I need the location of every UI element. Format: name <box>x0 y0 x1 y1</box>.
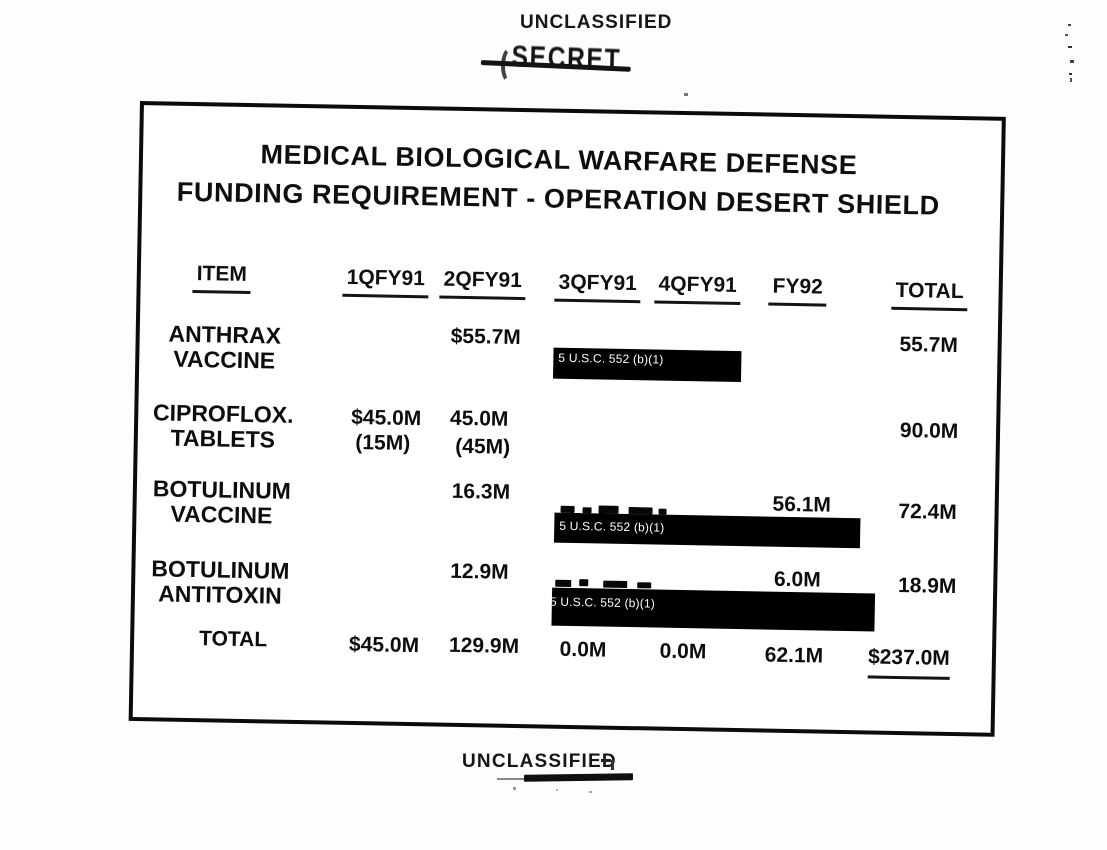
cell-ciproflox-2qfy91-sub: (45M) <box>455 434 511 459</box>
scan-speck <box>684 93 688 96</box>
redaction-statute-label: 5 U.S.C. 552 (b)(1) <box>558 350 664 367</box>
scan-speck <box>1068 46 1072 48</box>
row-label-line1: BOTULINUM <box>151 555 290 584</box>
row-label-line2: ANTITOXIN <box>157 580 282 609</box>
total-row-2qfy91: 129.9M <box>448 633 520 659</box>
cell-botvaccine-total: 72.4M <box>898 499 957 525</box>
secret-stamp: SECRET <box>480 40 658 85</box>
cell-anthrax-2qfy91: $55.7M <box>450 324 521 350</box>
stamp-artifact <box>497 778 525 780</box>
redaction-statute-label: 5 U.S.C. 552 (b)(1) <box>551 594 656 611</box>
scan-speck <box>1065 34 1068 36</box>
cell-botantitoxin-total: 18.9M <box>897 573 957 599</box>
top-classification-banner: UNCLASSIFIED <box>520 12 673 33</box>
col-header-item: ITEM <box>192 261 252 295</box>
col-header-4qfy91: 4QFY91 <box>654 272 742 306</box>
redacted-text-remnant <box>579 579 589 587</box>
scan-speck <box>589 791 592 793</box>
cell-botantitoxin-2qfy91: 12.9M <box>450 559 509 584</box>
redacted-text-remnant <box>603 580 628 589</box>
redaction-statute-label: 5 U.S.C. 552 (b)(1) <box>559 518 665 535</box>
cell-botvaccine-2qfy91: 16.3M <box>451 479 511 504</box>
total-row-grand-total: $237.0M <box>867 645 950 680</box>
total-row-label: TOTAL <box>198 627 268 652</box>
row-botulinum-antitoxin-label: BOTULINUM ANTITOXIN <box>125 555 316 609</box>
total-row-4qfy91: 0.0M <box>659 639 707 664</box>
col-header-1qfy91: 1QFY91 <box>342 265 430 299</box>
redaction-bar: 5 U.S.C. 552 (b)(1) <box>551 587 876 632</box>
cell-ciproflox-1qfy91: $45.0M <box>351 405 422 431</box>
document-title-line2: FUNDING REQUIREMENT - OPERATION DESERT S… <box>176 176 941 221</box>
document-title-line1: MEDICAL BIOLOGICAL WARFARE DEFENSE <box>260 139 858 181</box>
row-label-line1: ANTHRAX <box>168 320 282 349</box>
scan-speck <box>1070 60 1074 63</box>
total-row-1qfy91: $45.0M <box>348 632 420 658</box>
bottom-classification-banner: UNCLASSIFIED <box>462 751 617 772</box>
scan-speck <box>513 787 516 790</box>
total-row-fy92: 62.1M <box>764 643 824 668</box>
cell-ciproflox-total: 90.0M <box>899 418 959 444</box>
col-header-fy92: FY92 <box>768 274 828 307</box>
redaction-bar: 5 U.S.C. 552 (b)(1) <box>552 347 742 383</box>
bottom-strikethrough-bar <box>523 773 634 782</box>
cell-ciproflox-2qfy91: 45.0M <box>449 406 509 431</box>
cell-ciproflox-1qfy91-sub: (15M) <box>355 431 411 456</box>
row-label-line2: VACCINE <box>170 500 273 529</box>
redacted-text-remnant <box>555 579 572 587</box>
redaction-bar: 5 U.S.C. 552 (b)(1) <box>553 512 861 549</box>
stamp-artifact <box>611 760 614 770</box>
cell-botantitoxin-fy92: 6.0M <box>773 567 821 592</box>
row-ciproflox-label: CIPROFLOX. TABLETS <box>128 399 319 453</box>
row-anthrax-label: ANTHRAX VACCINE <box>129 321 320 374</box>
row-label-line1: BOTULINUM <box>152 475 292 504</box>
scan-speck <box>1069 73 1072 75</box>
col-header-3qfy91: 3QFY91 <box>554 270 642 304</box>
row-label-line2: TABLETS <box>170 424 276 453</box>
row-label-line2: VACCINE <box>173 345 276 374</box>
scan-speck <box>1070 78 1072 82</box>
col-header-2qfy91: 2QFY91 <box>439 267 527 301</box>
redacted-text-remnant <box>637 582 652 589</box>
cell-botvaccine-fy92: 56.1M <box>772 492 832 517</box>
cell-anthrax-total: 55.7M <box>899 332 959 358</box>
col-header-total: TOTAL <box>891 278 968 312</box>
document-frame: MEDICAL BIOLOGICAL WARFARE DEFENSE FUNDI… <box>126 101 1006 737</box>
scan-speck <box>1068 24 1071 26</box>
row-label-line1: CIPROFLOX. <box>152 399 294 428</box>
stamp-artifact <box>601 759 611 762</box>
secret-stamp-text: SECRET <box>511 40 622 77</box>
row-botulinum-vaccine-label: BOTULINUM VACCINE <box>126 475 317 529</box>
total-row-3qfy91: 0.0M <box>559 637 607 662</box>
scan-speck <box>556 789 558 791</box>
